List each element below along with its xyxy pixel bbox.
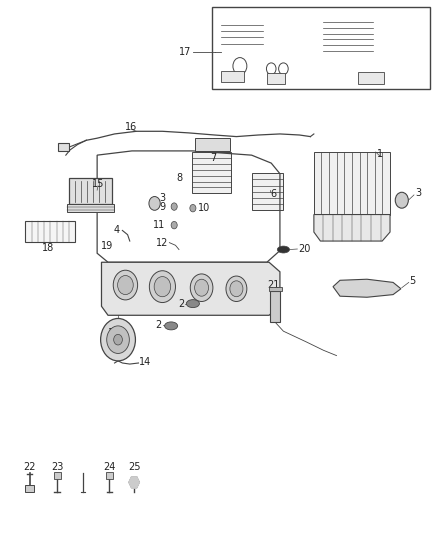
Circle shape <box>190 205 196 212</box>
Bar <box>267 73 285 84</box>
Circle shape <box>171 221 177 229</box>
Bar <box>212 7 430 89</box>
Polygon shape <box>58 143 69 151</box>
Text: 7: 7 <box>211 153 217 163</box>
Text: 12: 12 <box>155 238 168 248</box>
Circle shape <box>171 203 177 211</box>
Circle shape <box>230 281 243 297</box>
Text: 14: 14 <box>139 357 151 367</box>
Text: 1: 1 <box>377 149 383 159</box>
Text: 13: 13 <box>108 328 120 338</box>
Circle shape <box>107 326 129 353</box>
Text: 15: 15 <box>92 179 104 189</box>
Text: 10: 10 <box>198 203 210 213</box>
Text: 20: 20 <box>298 244 311 254</box>
Bar <box>252 173 283 211</box>
Text: 25: 25 <box>128 462 141 472</box>
Bar <box>358 72 384 84</box>
Polygon shape <box>129 477 139 488</box>
Bar <box>25 486 34 492</box>
Bar <box>221 71 244 82</box>
Text: 21: 21 <box>267 280 279 290</box>
Text: 17: 17 <box>179 47 191 56</box>
Text: 2: 2 <box>155 320 162 330</box>
Polygon shape <box>333 279 401 297</box>
Text: 4: 4 <box>113 225 120 236</box>
Polygon shape <box>102 262 280 316</box>
Bar <box>195 138 230 151</box>
Circle shape <box>101 318 135 361</box>
Text: 16: 16 <box>125 122 137 132</box>
Text: 22: 22 <box>23 462 36 472</box>
Text: 5: 5 <box>410 276 416 286</box>
Bar <box>314 152 390 215</box>
Text: 2: 2 <box>178 298 184 309</box>
Circle shape <box>194 279 208 296</box>
Text: 11: 11 <box>153 220 165 230</box>
Text: 3: 3 <box>415 188 421 198</box>
Circle shape <box>154 277 171 297</box>
Circle shape <box>113 270 138 300</box>
Text: 23: 23 <box>51 462 63 472</box>
Bar <box>69 179 112 204</box>
Bar <box>221 18 262 50</box>
Ellipse shape <box>277 246 290 253</box>
Bar <box>268 287 282 292</box>
Text: 19: 19 <box>102 241 114 252</box>
Bar <box>53 472 60 479</box>
Polygon shape <box>314 215 390 241</box>
Bar <box>322 17 373 56</box>
Text: 9: 9 <box>159 202 165 212</box>
Bar <box>106 472 113 479</box>
Circle shape <box>395 192 408 208</box>
Circle shape <box>114 334 122 345</box>
Circle shape <box>190 274 213 302</box>
Text: 24: 24 <box>103 462 116 472</box>
Text: 8: 8 <box>176 173 182 183</box>
Text: 18: 18 <box>42 243 54 253</box>
Bar <box>67 204 114 213</box>
Circle shape <box>149 197 160 211</box>
Ellipse shape <box>165 322 178 330</box>
Bar <box>25 221 75 242</box>
Text: 6: 6 <box>270 189 276 199</box>
Circle shape <box>226 276 247 302</box>
Circle shape <box>149 271 176 303</box>
Text: 3: 3 <box>159 192 166 203</box>
Circle shape <box>117 276 133 295</box>
Bar <box>191 152 231 193</box>
Bar <box>270 292 280 322</box>
Ellipse shape <box>186 300 199 308</box>
